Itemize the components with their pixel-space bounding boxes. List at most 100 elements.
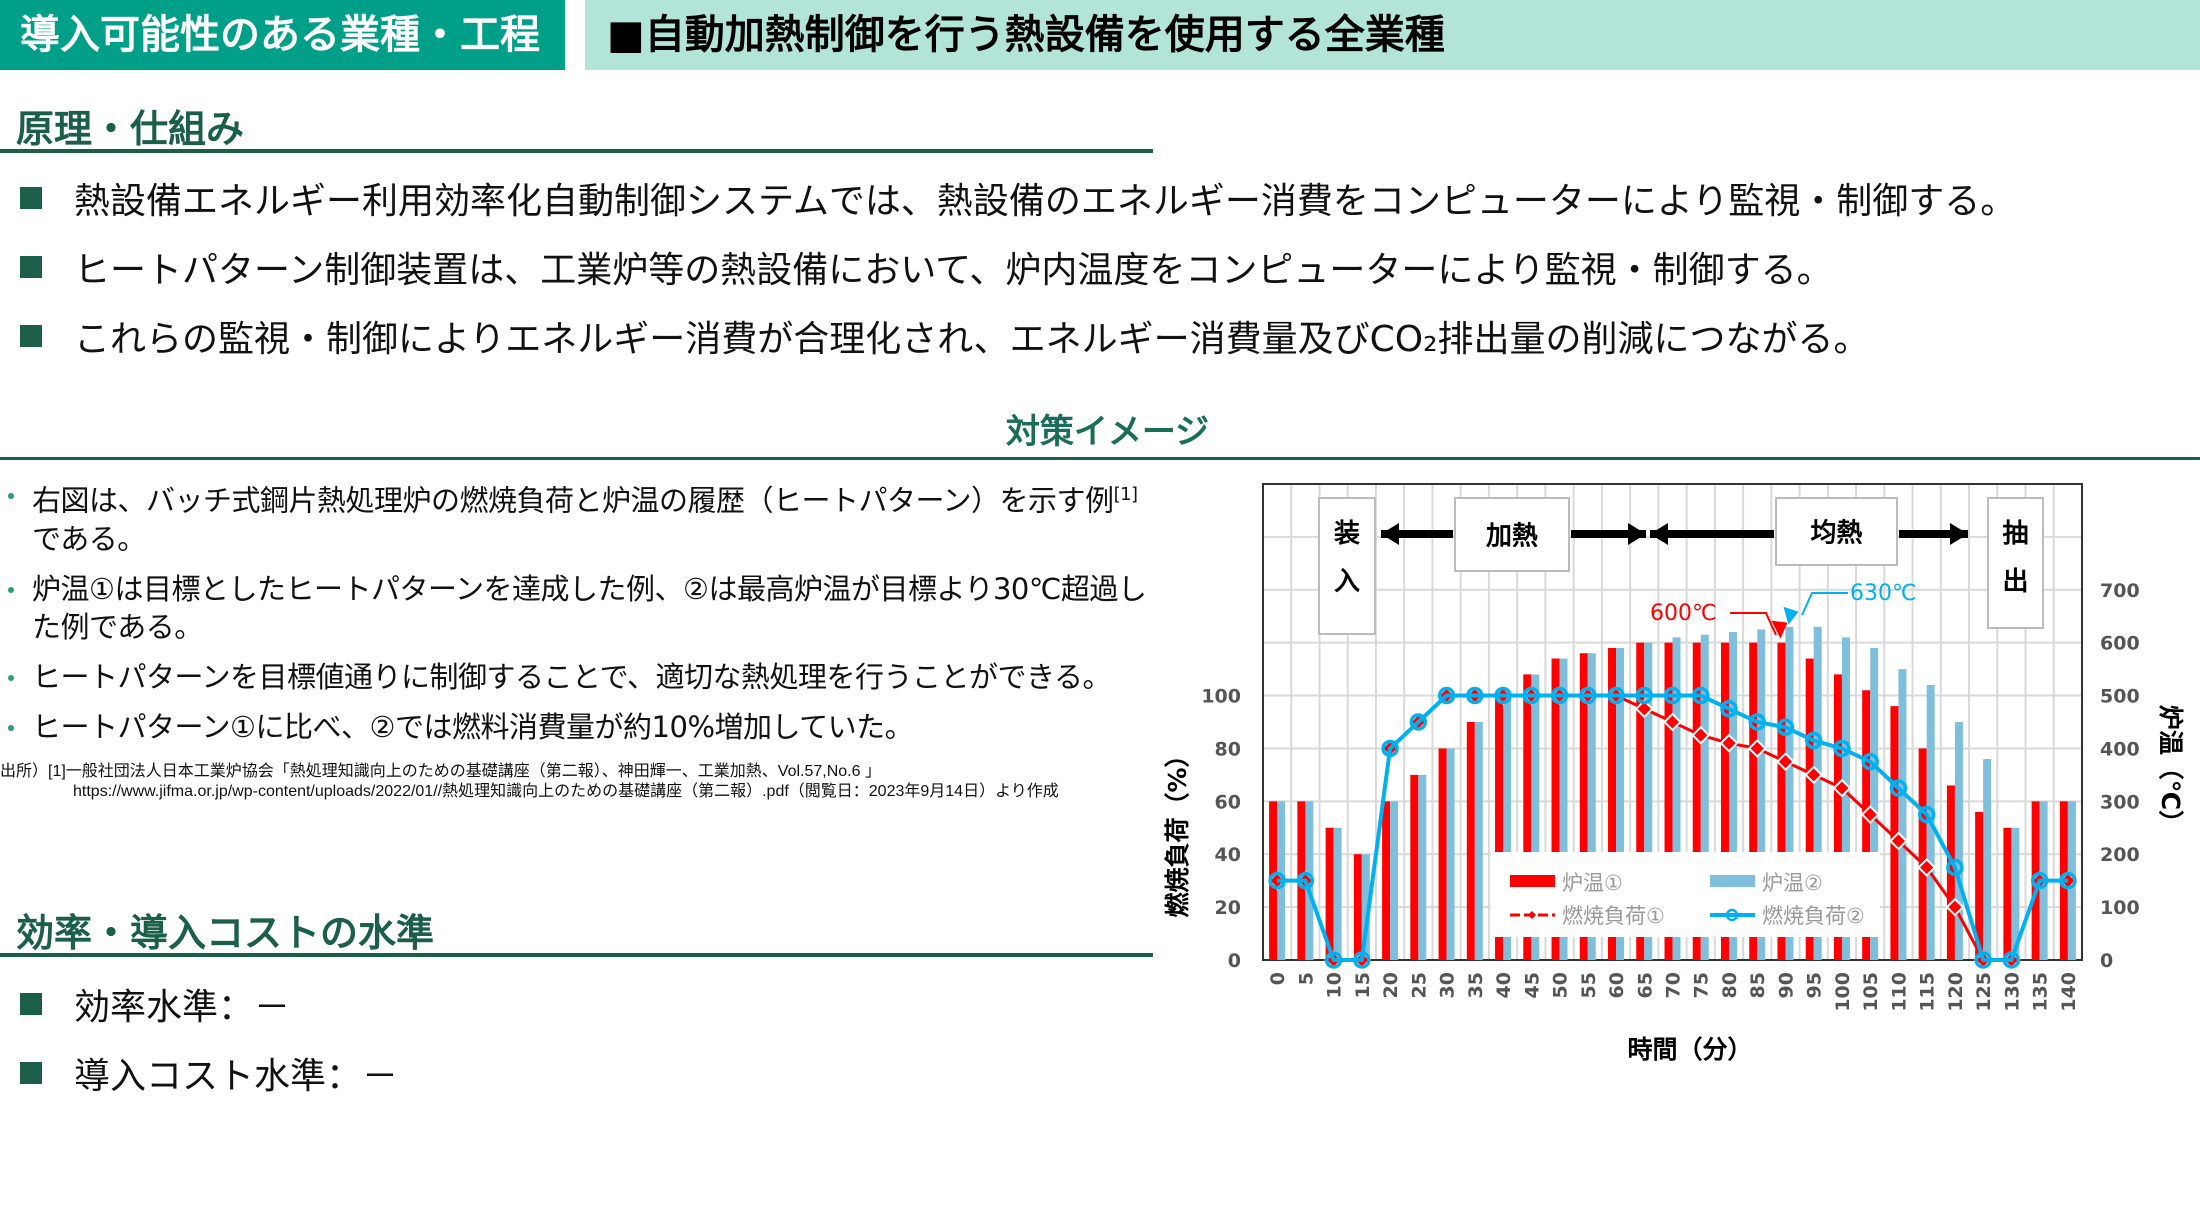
legend-label: 炉温① (1562, 871, 1623, 895)
x-tick-label: 115 (1917, 972, 1939, 1012)
data-point-diamond (1917, 858, 1937, 877)
right-tick-label: 600 (2100, 633, 2140, 655)
legend-label: 炉温② (1762, 871, 1823, 895)
data-point-diamond (1804, 765, 1824, 785)
bar-2 (2011, 827, 2020, 960)
left-tick-label: 100 (1201, 686, 1241, 708)
arrow-left-icon (1650, 523, 1668, 545)
annotation-leader-2 (1801, 592, 1848, 616)
bar-2 (1813, 626, 1822, 960)
right-axis-title: 炉温（℃） (2156, 705, 2185, 835)
data-point-diamond (1832, 778, 1852, 798)
left-tick-label: 80 (1215, 738, 1241, 760)
bullet-text: 導入コスト水準：－ (74, 1056, 399, 1097)
legend-box (1491, 852, 1880, 937)
x-tick-label: 15 (1352, 972, 1374, 998)
x-tick-label: 0 (1267, 972, 1289, 985)
industry-value: ■自動加熱制御を行う熱設備を使用する全業種 (585, 0, 2200, 70)
bullet-text: 右図は、バッチ式鋼片熱処理炉の燃焼負荷と炉温の履歴（ヒートパターン）を示す例[1… (32, 476, 1148, 558)
bullet-text: ヒートパターン制御装置は、工業炉等の熱設備において、炉内温度をコンピューターによ… (74, 250, 1833, 291)
data-point-circle (1409, 713, 1428, 731)
right-tick-label: 200 (2100, 844, 2140, 866)
data-point-diamond (1889, 831, 1908, 851)
bar-2 (1672, 637, 1681, 960)
measure-bullet: 炉温①は目標としたヒートパターンを達成した例、②は最高炉温が目標より30℃超過し… (8, 570, 1148, 646)
data-point-diamond (1663, 712, 1682, 732)
x-tick-label: 75 (1691, 972, 1713, 998)
data-point-circle (1522, 686, 1541, 705)
bar-1 (1890, 706, 1899, 960)
legend-swatch (1510, 875, 1555, 887)
data-point-circle (1579, 686, 1597, 705)
bullet-text: ヒートパターンを目標値通りに制御することで、適切な熱処理を行うことができる。 (32, 659, 1111, 694)
x-tick-label: 105 (1860, 972, 1882, 1012)
x-tick-label: 125 (1973, 972, 1995, 1012)
bar-1 (2003, 827, 2012, 960)
square-bullet-icon (20, 187, 42, 209)
data-point-circle (1889, 779, 1908, 797)
data-point-circle (1607, 686, 1625, 705)
principle-bullet: 熱設備エネルギー利用効率化自動制御システムでは、熱設備のエネルギー消費をコンピュ… (20, 172, 2016, 224)
bar-1 (1918, 748, 1927, 960)
data-point-circle (2030, 871, 2049, 890)
x-tick-label: 100 (1832, 972, 1854, 1012)
arrow-right-icon (1950, 523, 1968, 545)
bar-2 (1870, 647, 1879, 960)
bar-1 (1382, 801, 1391, 960)
x-tick-label: 40 (1493, 972, 1515, 998)
data-point-circle (1268, 871, 1286, 890)
dot-bullet-icon (8, 724, 14, 731)
bullet-text: 炉温①は目標としたヒートパターンを達成した例、②は最高炉温が目標より30℃超過し… (32, 571, 1147, 644)
data-point-circle (1946, 858, 1964, 877)
phase-label: 均熱 (1810, 519, 1862, 549)
efficiency-title: 効率・導入コストの水準 (16, 911, 435, 955)
phase-label: 装 (1334, 519, 1360, 549)
efficiency-underline (0, 953, 1153, 957)
bar-1 (1410, 774, 1419, 960)
bar-1 (1720, 642, 1729, 960)
legend-marker (1725, 908, 1739, 922)
bar-2 (1757, 629, 1766, 960)
x-tick-label: 60 (1606, 972, 1628, 998)
bar-2 (1559, 658, 1568, 960)
data-point-circle (1804, 731, 1823, 750)
bar-2 (1474, 722, 1483, 960)
source-block: 出所）[1]一般社団法人日本工業炉協会「熱処理知識向上のための基礎講座（第二報）… (0, 762, 1130, 802)
x-tick-label: 45 (1521, 972, 1543, 998)
cost-bullet: 導入コスト水準：－ (20, 1047, 398, 1099)
bullet-text: 効率水準：－ (74, 987, 291, 1028)
arrow-right-icon (1628, 523, 1646, 545)
bar-2 (1418, 774, 1427, 960)
data-point-circle (2059, 871, 2077, 890)
bar-2 (1446, 748, 1455, 960)
right-tick-label: 400 (2100, 738, 2140, 760)
bar-1 (1438, 748, 1447, 960)
left-axis-title: 燃焼負荷（%） (1163, 742, 1192, 917)
bullet-text: ヒートパターン①に比べ、②では燃料消費量が約10%増加していた。 (32, 709, 914, 744)
measure-bullets: 右図は、バッチ式鋼片熱処理炉の燃焼負荷と炉温の履歴（ヒートパターン）を示す例[1… (0, 476, 1148, 802)
efficiency-bullet: 効率水準：－ (20, 978, 290, 1030)
data-point-circle (1466, 686, 1484, 705)
bullet-text: これらの監視・制御によりエネルギー消費が合理化され、エネルギー消費量及びCO₂排… (74, 319, 1870, 360)
right-tick-label: 500 (2100, 686, 2140, 708)
bar-1 (1579, 653, 1588, 960)
x-tick-label: 5 (1295, 972, 1317, 985)
bar-1 (1692, 642, 1701, 960)
left-tick-label: 20 (1215, 897, 1241, 919)
bar-1 (1466, 722, 1475, 960)
bar-1 (1495, 695, 1504, 960)
dot-bullet-icon (8, 674, 14, 681)
square-bullet-icon (20, 325, 42, 347)
data-point-circle (1974, 951, 1992, 969)
measure-bullet: ヒートパターン①に比べ、②では燃料消費量が約10%増加していた。 (8, 708, 1148, 746)
data-point-diamond (1945, 897, 1965, 917)
data-point-circle (1663, 686, 1682, 705)
bar-2 (1983, 759, 1992, 960)
reference-mark: [1] (1113, 484, 1139, 505)
x-tick-label: 20 (1380, 972, 1402, 998)
right-tick-label: 300 (2100, 791, 2140, 813)
bar-1 (1325, 827, 1334, 960)
measure-bullet: 右図は、バッチ式鋼片熱処理炉の燃焼負荷と炉温の履歴（ヒートパターン）を示す例[1… (8, 476, 1148, 558)
data-point-circle (1437, 686, 1456, 705)
principle-bullet: ヒートパターン制御装置は、工業炉等の熱設備において、炉内温度をコンピューターによ… (20, 241, 1833, 293)
